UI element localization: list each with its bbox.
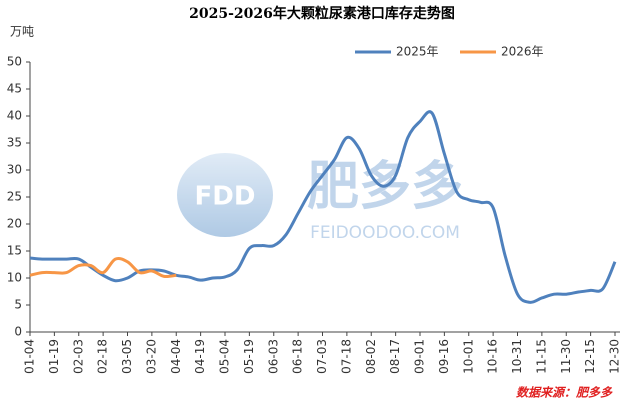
x-tick-label: 09-01 <box>413 339 427 374</box>
y-tick-label: 50 <box>7 55 22 69</box>
source: 数据来源：肥多多 <box>516 386 613 400</box>
x-tick-label: 02-03 <box>71 339 85 374</box>
x-tick-label: 05-04 <box>218 339 232 374</box>
x-tick-label: 08-02 <box>364 339 378 374</box>
x-tick-label: 07-03 <box>315 339 329 374</box>
y-tick-label: 5 <box>14 298 22 312</box>
x-tick-label: 06-03 <box>266 339 280 374</box>
x-tick-label: 08-17 <box>388 339 402 374</box>
y-tick-label: 15 <box>7 244 22 258</box>
y-tick-label: 0 <box>14 325 22 339</box>
y-tick-label: 10 <box>7 271 22 285</box>
watermark-site: FEIDOODOO.COM <box>310 223 460 243</box>
x-tick-label: 01-19 <box>47 339 61 374</box>
watermark: FDD 肥多多 FEIDOODOO.COM <box>177 153 463 243</box>
x-tick-label: 11-30 <box>559 339 573 374</box>
x-tick-label: 03-05 <box>120 339 134 374</box>
x-tick-label: 10-01 <box>461 339 475 374</box>
y-tick-label: 35 <box>7 136 22 150</box>
x-tick-label: 03-20 <box>144 339 158 374</box>
x-tick-label: 05-19 <box>242 339 256 374</box>
y-tick-label: 30 <box>7 163 22 177</box>
chart-title: 2025-2026年大颗粒尿素港口库存走势图 <box>189 5 455 22</box>
y-tick-label: 20 <box>7 217 22 231</box>
y-unit: 万吨 <box>10 25 34 39</box>
x-tick-label: 12-15 <box>583 339 597 374</box>
x-tick-label: 01-04 <box>23 339 37 374</box>
legend-label: 2025年 <box>396 45 439 59</box>
x-tick-label: 10-31 <box>510 339 524 374</box>
y-tick-label: 45 <box>7 82 22 96</box>
y-tick-label: 25 <box>7 190 22 204</box>
y-tick-label: 40 <box>7 109 22 123</box>
x-tick-label: 10-16 <box>486 339 500 374</box>
x-tick-label: 06-18 <box>291 339 305 374</box>
watermark-logo-text: FDD <box>195 182 256 212</box>
x-tick-label: 07-18 <box>339 339 353 374</box>
x-tick-label: 09-16 <box>437 339 451 374</box>
x-tick-label: 12-30 <box>608 339 622 374</box>
watermark-logo <box>177 153 273 237</box>
line-series <box>29 110 617 304</box>
x-tick-label: 11-15 <box>534 339 548 374</box>
x-tick-label: 04-19 <box>193 339 207 374</box>
x-tick-label: 04-04 <box>169 339 183 374</box>
x-tick-label: 02-18 <box>96 339 110 374</box>
legend-label: 2026年 <box>501 45 544 59</box>
line-series <box>29 256 177 279</box>
